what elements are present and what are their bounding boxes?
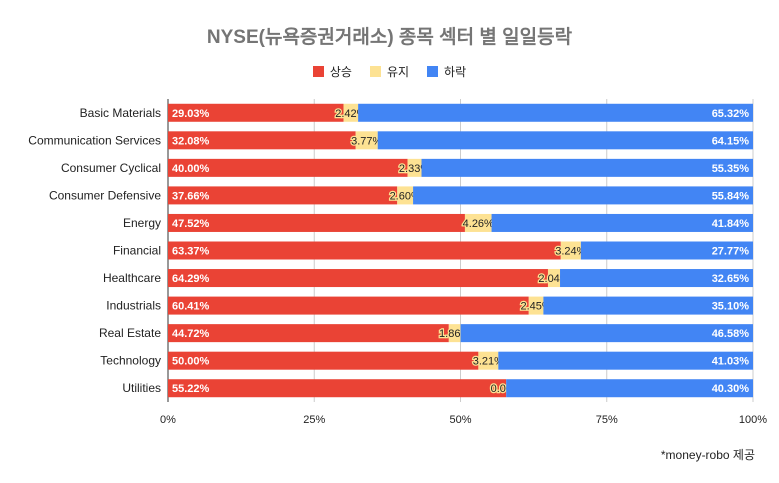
data-label: 41.03%: [712, 356, 750, 368]
bar-up: [168, 213, 465, 232]
legend-label: 하락: [444, 65, 467, 79]
bar-flat: [407, 158, 422, 177]
bar-up: [168, 131, 356, 150]
bar-up: [168, 296, 529, 315]
bar-flat: [355, 131, 378, 150]
bar-flat: [397, 186, 414, 205]
category-label: Basic Materials: [80, 106, 161, 120]
bar-down: [498, 351, 753, 370]
data-label: 35.10%: [712, 301, 750, 313]
bar-down: [506, 379, 753, 398]
category-label: Real Estate: [99, 326, 161, 340]
legend-swatch: [427, 66, 439, 77]
category-label: Communication Services: [28, 133, 161, 147]
legend-item-down: 하락: [427, 63, 466, 80]
bar-flat: [547, 269, 561, 288]
bar-flat: [560, 241, 581, 260]
data-label: 65.32%: [712, 108, 750, 120]
data-label: 55.35%: [712, 163, 750, 175]
data-label: 3.77%: [351, 135, 382, 147]
x-tick-label: 75%: [596, 414, 618, 426]
bar-up: [168, 269, 548, 288]
data-label: 29.03%: [172, 108, 210, 120]
bar-up: [168, 103, 344, 122]
data-label: 46.58%: [712, 328, 750, 340]
category-label: Utilities: [122, 381, 161, 395]
bar-down: [560, 269, 753, 288]
bar-down: [543, 296, 753, 315]
bar-down: [460, 324, 753, 343]
data-label: 32.65%: [712, 273, 750, 285]
legend-label: 상승: [329, 65, 352, 79]
data-label: 32.08%: [172, 135, 210, 147]
bar-up: [168, 324, 449, 343]
category-label: Technology: [100, 354, 161, 368]
category-label: Healthcare: [103, 271, 161, 285]
data-label: 37.66%: [172, 190, 210, 202]
x-tick-label: 0%: [160, 414, 176, 426]
category-label: Energy: [123, 216, 161, 230]
legend: 상승 유지 하락: [0, 63, 779, 80]
category-label: Financial: [113, 244, 161, 258]
data-label: 4.26%: [463, 218, 494, 230]
data-label: 60.41%: [172, 301, 210, 313]
x-tick-label: 50%: [449, 414, 471, 426]
data-label: 64.15%: [712, 135, 750, 147]
legend-swatch: [369, 66, 381, 77]
bar-up: [168, 158, 408, 177]
data-label: 55.84%: [712, 190, 750, 202]
legend-swatch: [312, 66, 324, 77]
data-label: 3.21%: [473, 356, 504, 368]
legend-item-up: 상승: [312, 63, 352, 80]
data-label: 27.77%: [712, 246, 750, 258]
data-label: 55.22%: [172, 383, 210, 395]
category-label: Consumer Cyclical: [61, 161, 161, 175]
x-tick-label: 100%: [739, 414, 767, 426]
category-label: Industrials: [106, 299, 161, 313]
bar-flat: [528, 296, 544, 315]
bar-flat: [343, 103, 359, 122]
bar-flat: [478, 351, 499, 370]
chart-title: NYSE(뉴욕증권거래소) 종목 섹터 별 일일등락: [206, 27, 573, 48]
data-label: 63.37%: [172, 246, 210, 258]
bar-down: [421, 158, 753, 177]
bar-down: [358, 103, 753, 122]
data-label: 47.52%: [172, 218, 210, 230]
bar-up: [168, 241, 561, 260]
bar-flat: [464, 213, 492, 232]
bar-up: [168, 379, 507, 398]
credit-note: *money-robo 제공: [660, 448, 755, 462]
data-label: 64.29%: [172, 273, 210, 285]
data-label: 40.30%: [712, 383, 750, 395]
data-label: 40.00%: [172, 163, 210, 175]
bar-down: [580, 241, 753, 260]
x-tick-label: 25%: [303, 414, 325, 426]
legend-label: 유지: [386, 65, 410, 79]
bar-down: [491, 213, 753, 232]
bar-down: [413, 186, 753, 205]
data-label: 41.84%: [712, 218, 750, 230]
bar-up: [168, 351, 479, 370]
data-label: 44.72%: [172, 328, 210, 340]
category-label: Consumer Defensive: [49, 188, 161, 202]
data-label: 3.24%: [555, 246, 586, 258]
bar-up: [168, 186, 398, 205]
bar-flat: [448, 324, 461, 343]
legend-item-flat: 유지: [369, 63, 410, 80]
data-label: 50.00%: [172, 356, 210, 368]
bar-down: [377, 131, 753, 150]
